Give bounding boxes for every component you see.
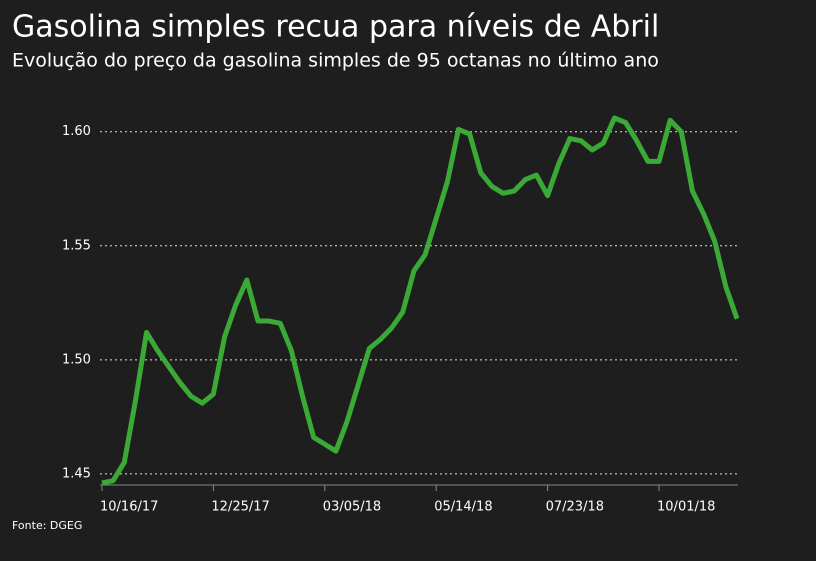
x-tick-label: 05/14/18 [434, 500, 492, 515]
x-tick-label: 12/25/17 [211, 500, 269, 515]
chart-subtitle: Evolução do preço da gasolina simples de… [12, 50, 659, 72]
y-tick-label: 1.60 [62, 124, 91, 139]
line [101, 115, 740, 486]
source: Fonte: DGEG [12, 519, 82, 532]
x-tick-label: 07/23/18 [546, 500, 604, 515]
chart-title: Gasolina simples recua para níveis de Ab… [12, 10, 659, 45]
x-tick-label: 10/01/18 [657, 500, 715, 515]
x-tick-label: 03/05/18 [323, 500, 381, 515]
y-tick-label: 1.50 [62, 352, 91, 367]
x-tick-label: 10/16/17 [100, 500, 158, 515]
y-tick-label: 1.55 [62, 238, 91, 253]
y-tick-label: 1.45 [62, 466, 91, 481]
